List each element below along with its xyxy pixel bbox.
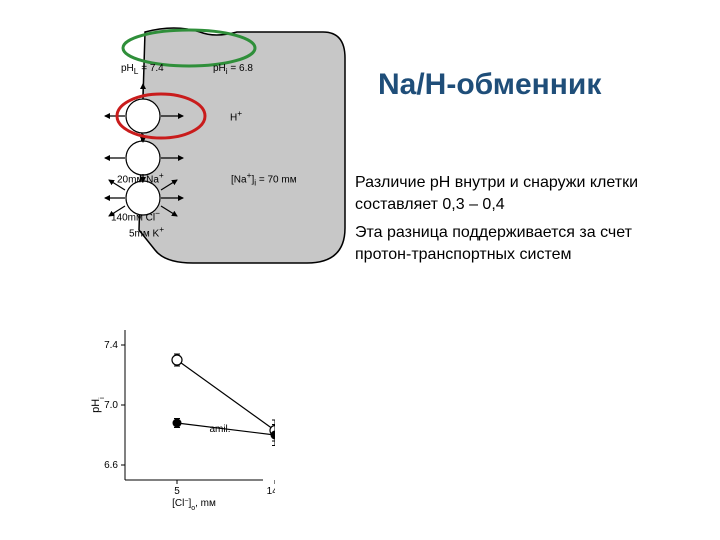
label-Cl: 140mм Cl− [111,208,160,223]
svg-text:[Cl−]o, mм: [Cl−]o, mм [172,498,216,511]
label-phI: pHi = 6.8 [213,63,253,76]
svg-text:140: 140 [267,486,275,497]
svg-text:amil.: amil. [209,424,230,435]
svg-text:5: 5 [174,486,180,497]
svg-text:6.6: 6.6 [104,460,118,471]
label-H: H+ [230,108,242,123]
page-title: Na/H-обменник [378,68,601,102]
svg-text:7.0: 7.0 [104,400,118,411]
label-K: 5mм K+ [129,224,164,239]
label-NaIn: [Na+]i = 70 mм [231,170,297,187]
paragraph-1: Различие рН внутри и снаружи клетки сост… [355,172,655,215]
ph-chart: 6.67.07.45140pHi[Cl−]o, mмamil. [85,320,275,510]
paragraph-2: Эта разница поддерживается за счет прото… [355,222,675,265]
label-NaOut: 20mм Na+ [117,170,164,185]
slide: Na/H-обменник Различие рН внутри и снару… [0,0,720,540]
cell-diagram [55,18,355,278]
channel-upper [126,99,160,133]
svg-text:7.4: 7.4 [104,340,118,351]
label-phL: pHL = 7.4 [121,63,164,76]
